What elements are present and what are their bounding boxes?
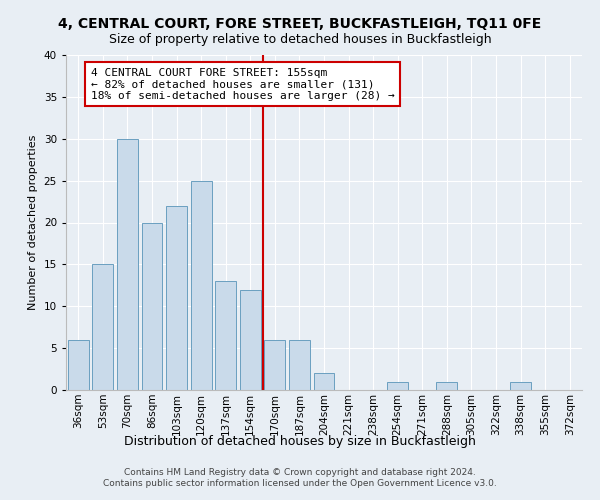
Bar [142, 222, 163, 390]
Y-axis label: Number of detached properties: Number of detached properties [28, 135, 38, 310]
Bar [436, 382, 457, 390]
Text: 4, CENTRAL COURT, FORE STREET, BUCKFASTLEIGH, TQ11 0FE: 4, CENTRAL COURT, FORE STREET, BUCKFASTL… [58, 18, 542, 32]
Bar [68, 340, 89, 390]
Bar [265, 340, 286, 390]
Text: Distribution of detached houses by size in Buckfastleigh: Distribution of detached houses by size … [124, 435, 476, 448]
Bar [314, 373, 334, 390]
Bar [92, 264, 113, 390]
Bar [510, 382, 531, 390]
Bar [215, 281, 236, 390]
Bar [191, 180, 212, 390]
Text: Contains HM Land Registry data © Crown copyright and database right 2024.
Contai: Contains HM Land Registry data © Crown c… [103, 468, 497, 487]
Bar [387, 382, 408, 390]
Bar [289, 340, 310, 390]
Text: 4 CENTRAL COURT FORE STREET: 155sqm
← 82% of detached houses are smaller (131)
1: 4 CENTRAL COURT FORE STREET: 155sqm ← 82… [91, 68, 394, 101]
Bar [117, 138, 138, 390]
Bar [240, 290, 261, 390]
Bar [166, 206, 187, 390]
Text: Size of property relative to detached houses in Buckfastleigh: Size of property relative to detached ho… [109, 32, 491, 46]
